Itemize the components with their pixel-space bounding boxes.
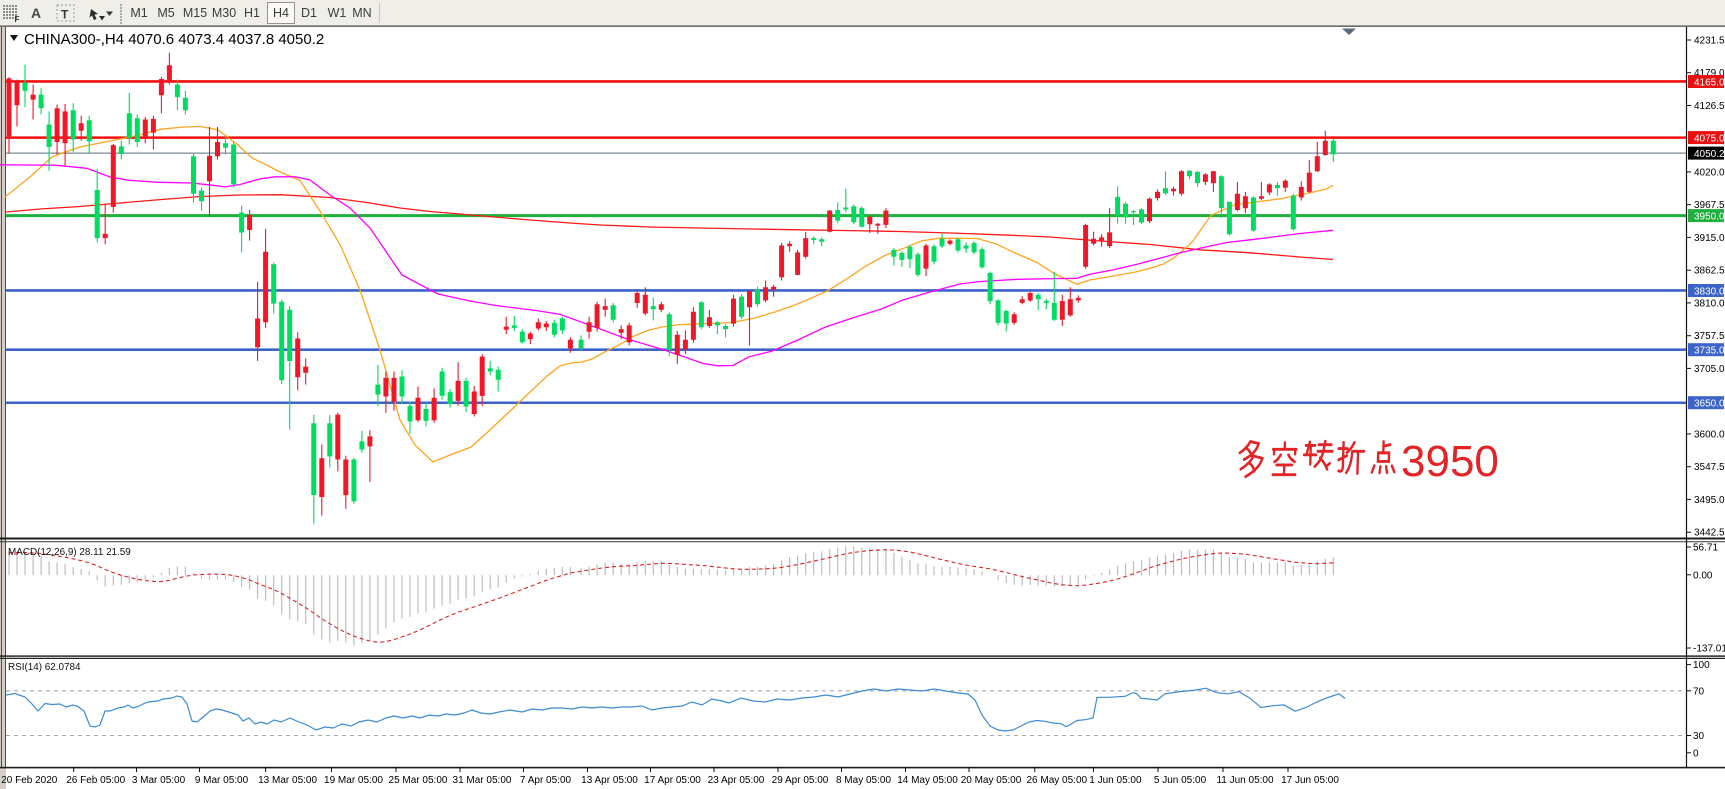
svg-text:4050.2: 4050.2 (1694, 149, 1725, 160)
svg-text:3442.5: 3442.5 (1694, 528, 1725, 539)
svg-text:3495.0: 3495.0 (1694, 495, 1725, 506)
svg-text:4179.0: 4179.0 (1694, 68, 1725, 79)
svg-text:F: F (15, 15, 20, 24)
svg-text:4165.0: 4165.0 (1694, 77, 1725, 88)
svg-text:D1: D1 (301, 6, 317, 20)
svg-text:3547.5: 3547.5 (1694, 462, 1725, 473)
svg-text:3950: 3950 (1401, 437, 1499, 486)
svg-text:0.00: 0.00 (1693, 570, 1713, 581)
svg-text:1 Jun 05:00: 1 Jun 05:00 (1089, 775, 1142, 786)
svg-text:11 Jun 05:00: 11 Jun 05:00 (1216, 775, 1274, 786)
svg-text:3 Mar 05:00: 3 Mar 05:00 (132, 775, 186, 786)
svg-text:3705.0: 3705.0 (1694, 364, 1725, 375)
svg-text:17 Jun 05:00: 17 Jun 05:00 (1281, 775, 1339, 786)
svg-text:H1: H1 (244, 6, 260, 20)
svg-text:CHINA300-,H4 4070.6 4073.4 40: CHINA300-,H4 4070.6 4073.4 4037.8 4050.2 (24, 31, 324, 48)
svg-text:20 May 05:00: 20 May 05:00 (961, 775, 1022, 786)
svg-text:3757.5: 3757.5 (1694, 331, 1725, 342)
svg-text:25 Mar 05:00: 25 Mar 05:00 (389, 775, 448, 786)
svg-text:56.71: 56.71 (1693, 543, 1718, 554)
svg-text:70: 70 (1693, 686, 1705, 697)
svg-text:19 Mar 05:00: 19 Mar 05:00 (324, 775, 383, 786)
svg-text:4020.0: 4020.0 (1694, 167, 1725, 178)
svg-text:3810.0: 3810.0 (1694, 298, 1725, 309)
svg-text:MACD(12,26,9) 28.11 21.59: MACD(12,26,9) 28.11 21.59 (8, 547, 131, 558)
svg-text:100: 100 (1693, 660, 1710, 671)
svg-text:W1: W1 (328, 6, 347, 20)
svg-text:H4: H4 (273, 6, 289, 20)
svg-text:3600.0: 3600.0 (1694, 429, 1725, 440)
svg-text:RSI(14) 62.0784: RSI(14) 62.0784 (8, 662, 81, 673)
svg-text:0: 0 (1693, 748, 1699, 759)
svg-text:8 May 05:00: 8 May 05:00 (836, 775, 891, 786)
svg-text:A: A (31, 5, 41, 21)
svg-text:14 May 05:00: 14 May 05:00 (897, 775, 958, 786)
svg-text:T: T (61, 8, 69, 22)
svg-text:20 Feb 2020: 20 Feb 2020 (1, 775, 58, 786)
svg-text:M5: M5 (157, 6, 174, 20)
svg-text:26 May 05:00: 26 May 05:00 (1026, 775, 1087, 786)
svg-text:3650.0: 3650.0 (1694, 399, 1725, 410)
svg-text:4126.5: 4126.5 (1694, 101, 1725, 112)
svg-text:3950.0: 3950.0 (1694, 211, 1725, 222)
svg-text:M1: M1 (130, 6, 147, 20)
svg-text:4231.5: 4231.5 (1694, 36, 1725, 47)
svg-text:13 Apr 05:00: 13 Apr 05:00 (581, 775, 638, 786)
svg-text:4075.0: 4075.0 (1694, 133, 1725, 144)
svg-text:5 Jun 05:00: 5 Jun 05:00 (1154, 775, 1207, 786)
svg-text:31 Mar 05:00: 31 Mar 05:00 (453, 775, 512, 786)
svg-text:30: 30 (1693, 731, 1705, 742)
svg-text:29 Apr 05:00: 29 Apr 05:00 (772, 775, 829, 786)
svg-text:3862.5: 3862.5 (1694, 266, 1725, 277)
svg-text:3830.0: 3830.0 (1694, 286, 1725, 297)
svg-text:26 Feb 05:00: 26 Feb 05:00 (66, 775, 125, 786)
svg-text:7 Apr 05:00: 7 Apr 05:00 (520, 775, 572, 786)
svg-text:13 Mar 05:00: 13 Mar 05:00 (258, 775, 317, 786)
svg-text:3915.0: 3915.0 (1694, 233, 1725, 244)
svg-text:M30: M30 (212, 6, 236, 20)
svg-text:MN: MN (352, 6, 371, 20)
svg-text:23 Apr 05:00: 23 Apr 05:00 (708, 775, 765, 786)
svg-text:3967.5: 3967.5 (1694, 200, 1725, 211)
svg-text:17 Apr 05:00: 17 Apr 05:00 (644, 775, 701, 786)
svg-text:-137.01: -137.01 (1693, 644, 1725, 655)
svg-text:3735.0: 3735.0 (1694, 346, 1725, 357)
svg-text:M15: M15 (183, 6, 207, 20)
svg-text:9 Mar 05:00: 9 Mar 05:00 (195, 775, 249, 786)
